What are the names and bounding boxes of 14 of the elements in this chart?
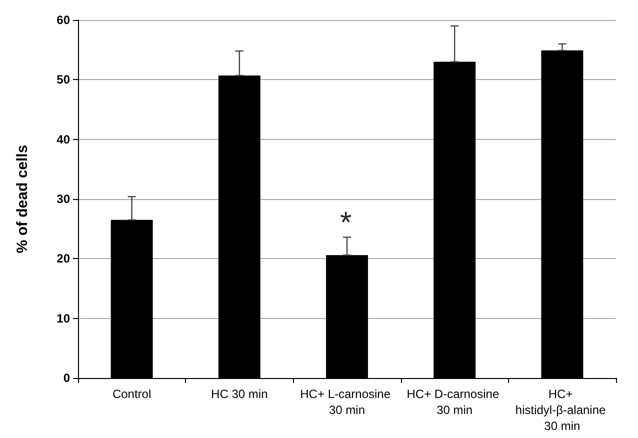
x-tick-label: HC+ D-carnosine 30 min	[406, 387, 502, 417]
y-tick-label: 50	[56, 72, 70, 87]
x-tick-label: Control	[112, 387, 152, 401]
annotation: *	[340, 206, 352, 240]
y-axis-title: % of dead cells	[14, 144, 31, 254]
x-tick-label: HC+ L-carnosine 30 min	[300, 387, 394, 417]
y-tick-label: 10	[56, 311, 70, 326]
y-tick-label: 30	[56, 192, 70, 206]
x-tick-label: HC+ histidyl-β-alanine 30 min	[515, 387, 610, 433]
y-tick-label: 20	[56, 252, 70, 266]
y-tick-label: 0	[63, 371, 70, 385]
y-tick-label: 60	[56, 13, 70, 27]
x-tick-label: HC 30 min	[211, 387, 268, 401]
y-tick-label: 40	[56, 132, 70, 146]
